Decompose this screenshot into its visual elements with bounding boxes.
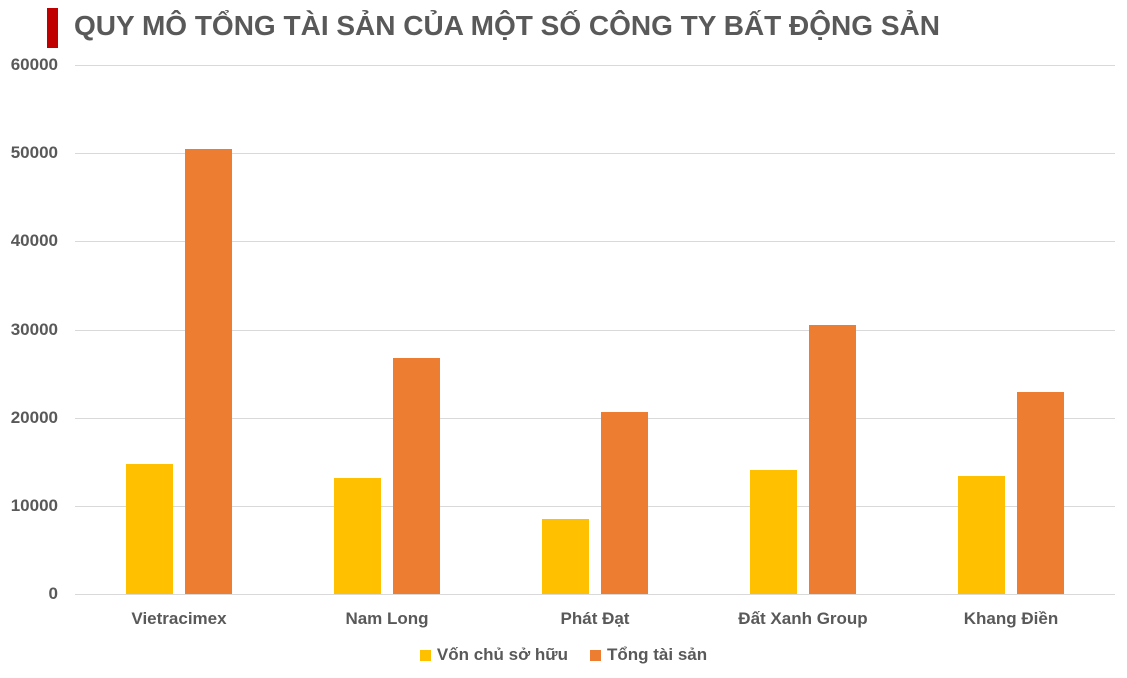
legend-swatch-icon: [590, 649, 601, 661]
plot-area: [75, 65, 1115, 595]
legend-label: Tổng tài sản: [607, 645, 708, 664]
y-tick-label: 60000: [10, 55, 58, 74]
gridline: [75, 65, 1115, 66]
gridline: [75, 594, 1115, 595]
bar-total-assets: [809, 325, 856, 594]
y-tick-label: 50000: [10, 143, 58, 163]
x-tick-label: Nam Long: [345, 609, 429, 628]
bar-total-assets: [601, 412, 648, 594]
bar-equity: [750, 469, 797, 594]
x-tick-label: Khang Điền: [963, 609, 1059, 628]
bar-equity: [542, 519, 589, 594]
y-tick-label: 20000: [10, 407, 58, 427]
bar-equity: [334, 477, 381, 594]
x-tick-label: Phát Đạt: [560, 609, 630, 628]
legend-swatch-icon: [419, 649, 431, 661]
legend: Vốn chủ sở hữu Tổng tài sản: [0, 645, 1127, 665]
bar-total-assets: [185, 148, 232, 594]
gridline: [75, 153, 1115, 155]
gridline: [75, 505, 1115, 507]
legend-item-total-assets: Tổng tài sản: [590, 645, 707, 665]
gridline: [75, 417, 1115, 419]
chart-title: QUY MÔ TỔNG TÀI SẢN CỦA MỘT SỐ CÔNG TY B…: [74, 10, 940, 41]
x-tick-label: Vietracimex: [131, 609, 227, 628]
legend-item-equity: Vốn chủ sở hữu: [419, 645, 568, 665]
y-tick-label: 40000: [10, 231, 58, 251]
legend-label: Vốn chủ sở hữu: [436, 645, 568, 664]
y-tick-label: 10000: [10, 495, 58, 515]
y-tick-label: 0: [48, 584, 58, 603]
title-accent-bar: [47, 8, 58, 48]
bar-equity: [126, 464, 173, 594]
bar-total-assets: [1017, 392, 1064, 594]
bar-equity: [958, 475, 1005, 594]
gridline: [75, 241, 1115, 243]
x-tick-label: Đất Xanh Group: [738, 609, 868, 628]
y-tick-label: 30000: [10, 319, 58, 339]
bar-total-assets: [393, 357, 440, 594]
gridline: [75, 329, 1115, 331]
